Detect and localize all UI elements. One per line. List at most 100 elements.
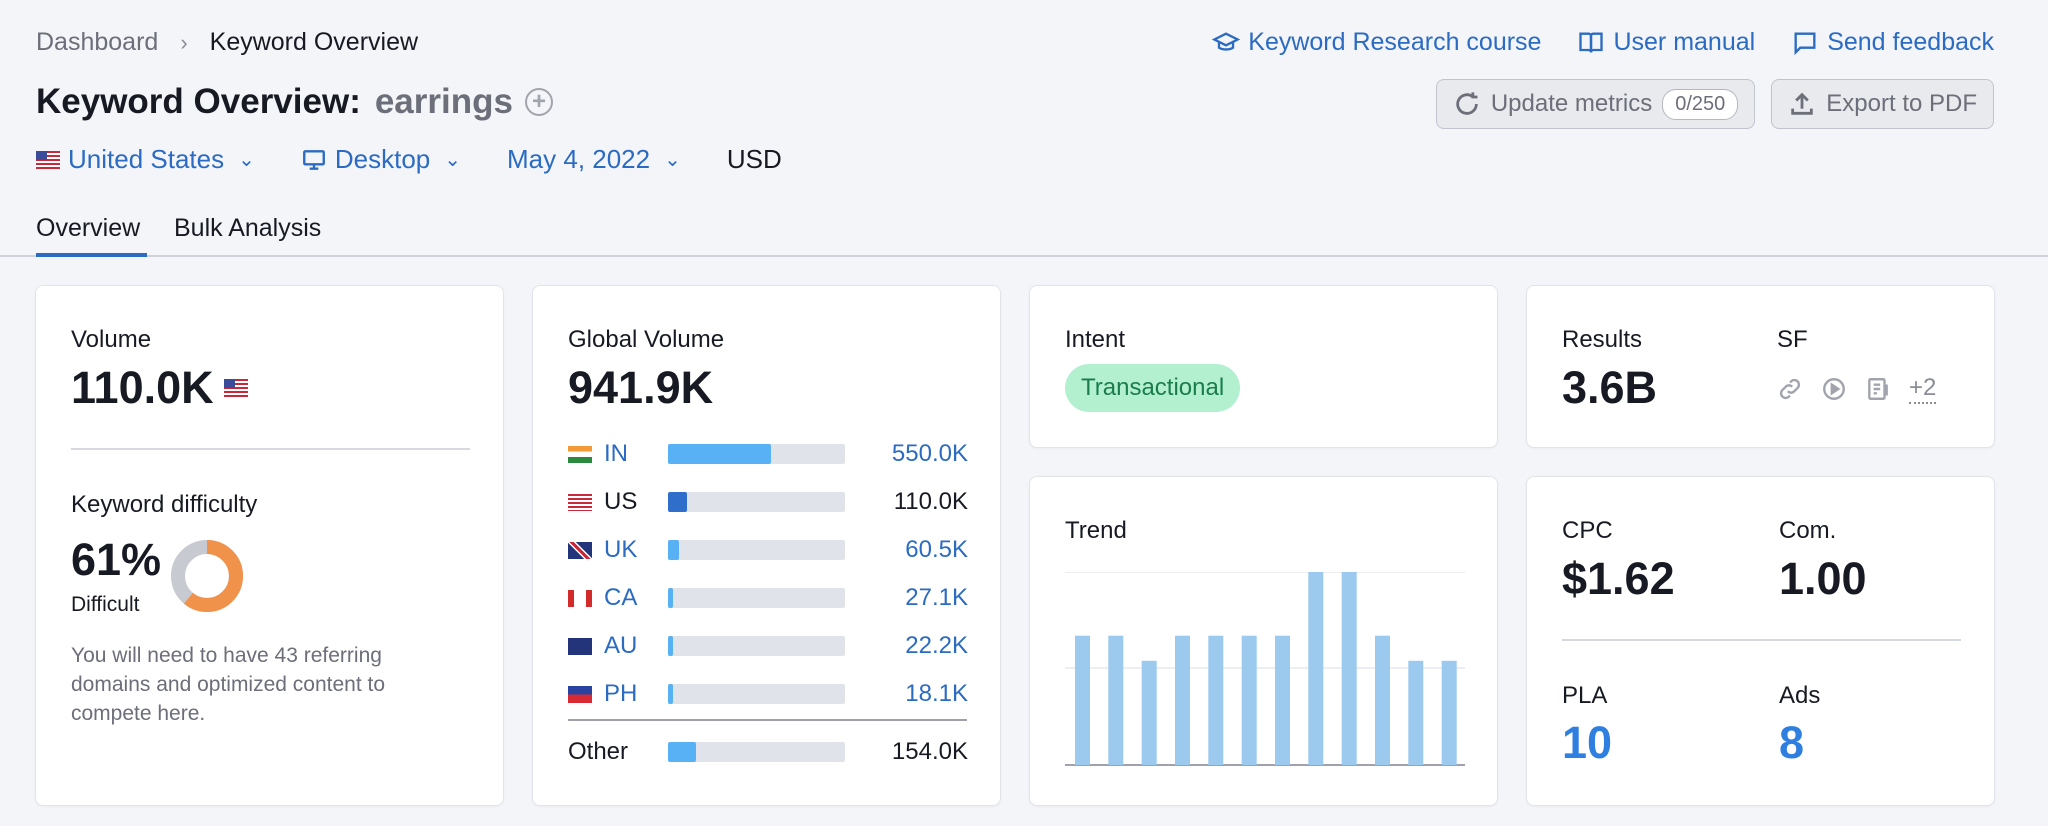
refresh-icon	[1456, 92, 1478, 115]
link-icon[interactable]	[1777, 376, 1803, 402]
global-volume-country-code[interactable]: PH	[604, 680, 638, 707]
global-volume-country-value[interactable]: 18.1K	[905, 680, 968, 707]
breadcrumb-dashboard[interactable]: Dashboard	[36, 28, 159, 56]
book-icon	[1579, 32, 1604, 53]
global-volume-country-code[interactable]: IN	[604, 440, 628, 467]
device-label: Desktop	[334, 144, 431, 174]
global-volume-bar-fill	[668, 540, 679, 560]
competition-value: 1.00	[1779, 553, 1867, 604]
breadcrumb-current: Keyword Overview	[209, 28, 419, 56]
trend-bar[interactable]	[1308, 572, 1324, 765]
us-flag-icon	[223, 379, 248, 397]
tab-overview[interactable]: Overview	[36, 214, 147, 257]
global-volume-country-code[interactable]: AU	[604, 632, 638, 659]
global-volume-bar-fill	[668, 684, 674, 704]
global-volume-label: Global Volume	[568, 326, 725, 353]
upload-icon	[1791, 92, 1814, 115]
global-volume-row[interactable]: CA 27.1K	[568, 582, 968, 614]
global-volume-bar	[668, 684, 845, 704]
ads-label: Ads	[1779, 682, 1821, 709]
global-volume-country-code[interactable]: UK	[604, 536, 638, 563]
global-volume-value: 941.9K	[568, 362, 714, 413]
global-volume-row[interactable]: PH 18.1K	[568, 678, 968, 710]
keyword-research-course-link[interactable]: Keyword Research course	[1212, 28, 1541, 57]
cpc-label: CPC	[1562, 517, 1613, 544]
trend-bar[interactable]	[1141, 660, 1157, 765]
trend-bar[interactable]	[1108, 635, 1124, 765]
keyword-difficulty-donut	[171, 540, 243, 612]
sf-label: SF	[1777, 326, 1808, 353]
divider	[568, 719, 967, 721]
tab-bulk-analysis[interactable]: Bulk Analysis	[174, 214, 322, 242]
trend-bar[interactable]	[1275, 635, 1290, 765]
update-metrics-button[interactable]: Update metrics 0/250	[1435, 79, 1756, 129]
featured-snippet-icon[interactable]	[1865, 376, 1891, 402]
trend-label: Trend	[1065, 517, 1127, 544]
us-flag-icon	[568, 493, 592, 511]
keyword-research-course-label: Keyword Research course	[1248, 28, 1542, 56]
global-volume-country-code[interactable]: CA	[604, 584, 638, 611]
global-volume-row[interactable]: UK 60.5K	[568, 534, 968, 566]
user-manual-link[interactable]: User manual	[1577, 28, 1755, 57]
divider	[1562, 639, 1961, 641]
page-title-prefix: Keyword Overview:	[36, 82, 361, 121]
global-volume-country-value[interactable]: 22.2K	[905, 632, 968, 659]
global-volume-country-value[interactable]: 60.5K	[905, 536, 968, 563]
export-pdf-button[interactable]: Export to PDF	[1771, 79, 1994, 129]
global-volume-row[interactable]: IN 550.0K	[568, 438, 968, 470]
user-manual-label: User manual	[1613, 28, 1756, 56]
chevron-right-icon: ›	[180, 29, 188, 55]
au-flag-icon	[568, 637, 592, 655]
global-volume-other-row: Other 154.0K	[568, 736, 968, 768]
volume-value: 110.0K	[71, 362, 214, 413]
global-volume-country-value: 110.0K	[893, 488, 968, 515]
chevron-down-icon: ⌄	[444, 149, 462, 171]
pla-value[interactable]: 10	[1562, 717, 1613, 768]
intent-badge[interactable]: Transactional	[1065, 364, 1241, 412]
keyword-difficulty-level: Difficult	[71, 593, 140, 616]
keyword-difficulty-description: You will need to have 43 referring domai…	[71, 644, 386, 725]
trend-bar[interactable]	[1408, 660, 1424, 765]
sf-more-link[interactable]: +2	[1909, 374, 1937, 404]
add-keyword-icon[interactable]: +	[524, 88, 553, 116]
global-volume-bar-fill	[668, 492, 688, 512]
device-dropdown[interactable]: Desktop ⌄	[301, 144, 461, 175]
us-flag-icon	[36, 150, 60, 169]
volume-card: Volume 110.0K Keyword difficulty 61% Dif…	[35, 285, 504, 806]
ads-value[interactable]: 8	[1779, 717, 1805, 768]
global-volume-bar	[668, 492, 845, 512]
ph-flag-icon	[568, 685, 592, 703]
trend-bar[interactable]	[1075, 635, 1090, 765]
pla-label: PLA	[1562, 682, 1608, 709]
serp-features: +2	[1777, 374, 1937, 404]
export-pdf-label: Export to PDF	[1826, 90, 1977, 117]
global-volume-bar	[668, 540, 845, 560]
date-dropdown[interactable]: May 4, 2022 ⌄	[507, 144, 681, 175]
chevron-down-icon: ⌄	[664, 149, 681, 171]
trend-bar[interactable]	[1441, 660, 1457, 765]
send-feedback-link[interactable]: Send feedback	[1791, 28, 1994, 57]
trend-bar[interactable]	[1175, 635, 1190, 765]
speech-bubble-icon	[1794, 32, 1816, 55]
results-value: 3.6B	[1562, 362, 1658, 413]
global-volume-country-value[interactable]: 550.0K	[891, 440, 968, 467]
trend-bar[interactable]	[1375, 635, 1390, 765]
global-volume-country-value[interactable]: 27.1K	[905, 584, 968, 611]
filters-bar: United States ⌄ Desktop ⌄ May 4, 2022 ⌄ …	[36, 144, 782, 175]
trend-bar[interactable]	[1208, 635, 1224, 765]
uk-flag-icon	[568, 541, 592, 559]
global-volume-row: US 110.0K	[568, 486, 968, 518]
header-actions: Update metrics 0/250 Export to PDF	[1435, 79, 1994, 129]
trend-bar[interactable]	[1341, 572, 1357, 765]
page-title-keyword: earrings	[374, 82, 513, 121]
global-volume-bar	[668, 636, 845, 656]
global-volume-row[interactable]: AU 22.2K	[568, 630, 968, 662]
ca-flag-icon	[568, 589, 592, 607]
competition-label: Com.	[1779, 517, 1837, 544]
video-play-icon[interactable]	[1821, 376, 1847, 402]
country-label: United States	[68, 144, 225, 174]
country-dropdown[interactable]: United States ⌄	[36, 144, 255, 175]
global-volume-other-label: Other	[568, 738, 629, 765]
global-volume-bar-fill	[668, 636, 674, 656]
trend-bar[interactable]	[1241, 635, 1257, 765]
